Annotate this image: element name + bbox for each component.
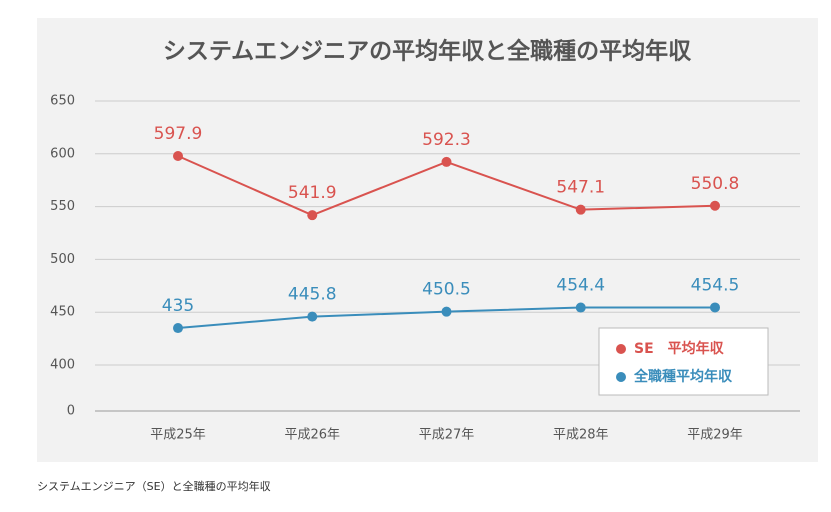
legend-label: 全職種平均年収 (633, 368, 733, 385)
y-tick-label: 400 (50, 358, 75, 373)
data-label: 450.5 (422, 280, 471, 300)
data-label: 541.9 (288, 183, 337, 203)
y-tick-label: 650 (50, 94, 75, 109)
data-point (710, 200, 720, 211)
data-label: 550.8 (691, 174, 740, 194)
data-label: 445.8 (288, 285, 337, 305)
x-tick-label: 平成26年 (284, 428, 340, 443)
data-label: 435 (162, 296, 194, 316)
data-point (575, 302, 586, 313)
x-tick-label: 平成25年 (150, 428, 206, 443)
x-tick-label: 平成29年 (687, 428, 743, 443)
data-point (441, 156, 452, 167)
x-tick-label: 平成27年 (419, 428, 475, 443)
data-point (575, 204, 586, 215)
y-tick-label: 600 (50, 146, 75, 161)
data-point (710, 302, 720, 313)
data-label: 547.1 (556, 178, 605, 198)
caption: システムエンジニア（SE）と全職種の平均年収 (37, 479, 271, 493)
legend-label: SE 平均年収 (634, 340, 725, 357)
legend-box (598, 327, 769, 396)
data-label: 592.3 (422, 130, 471, 150)
data-label: 454.5 (691, 275, 740, 295)
data-point (173, 151, 183, 162)
chart-title: システムエンジニアの平均年収と全職種の平均年収 (163, 38, 692, 65)
y-tick-label: 500 (50, 252, 75, 267)
legend-marker (616, 372, 626, 382)
data-point (441, 306, 452, 317)
data-label: 597.9 (154, 124, 203, 144)
data-point (307, 210, 318, 221)
y-tick-label: 0 (67, 404, 75, 419)
y-tick-label: 550 (50, 199, 75, 214)
y-tick-label: 450 (50, 305, 75, 320)
data-point (173, 323, 183, 334)
data-label: 454.4 (556, 276, 605, 296)
legend-marker (616, 344, 626, 354)
x-tick-label: 平成28年 (553, 428, 609, 443)
data-point (307, 311, 318, 322)
